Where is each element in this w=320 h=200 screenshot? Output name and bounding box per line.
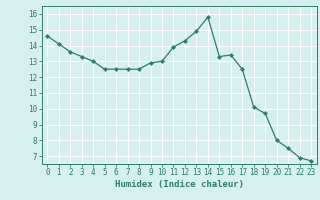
- X-axis label: Humidex (Indice chaleur): Humidex (Indice chaleur): [115, 180, 244, 189]
